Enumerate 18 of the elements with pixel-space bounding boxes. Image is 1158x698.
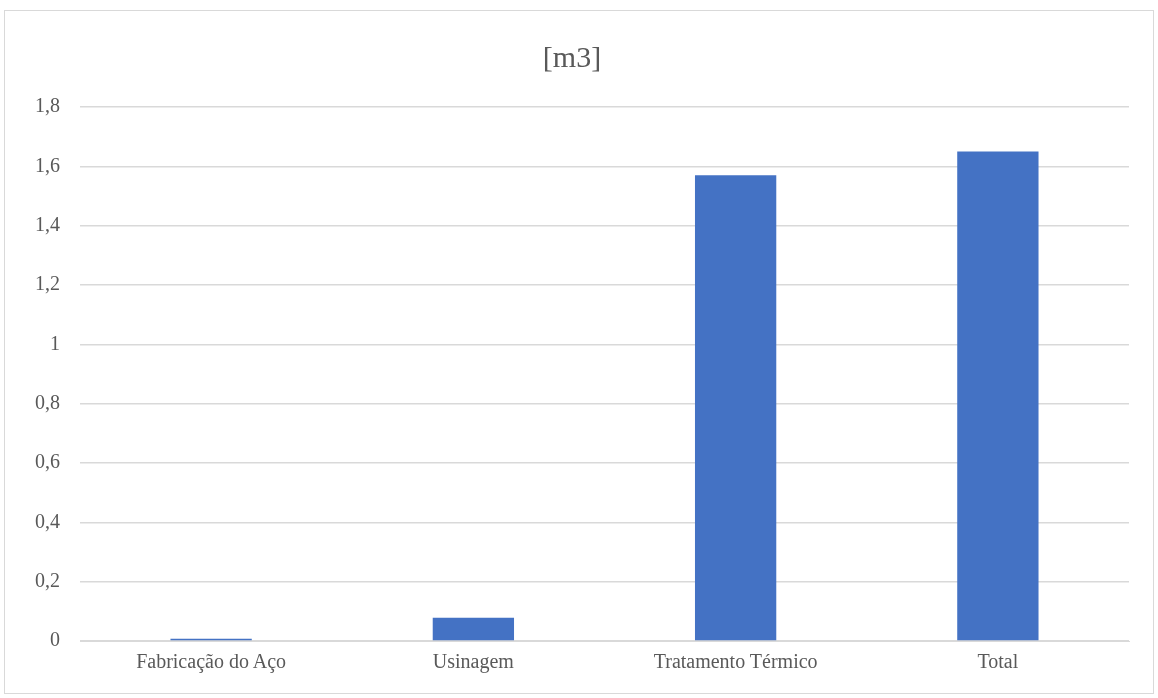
y-tick-label: 1,4 [35, 212, 60, 235]
chart-title: [m3] [542, 39, 602, 73]
y-tick-label: 0,4 [35, 509, 60, 532]
x-tick-label: Fabricação do Aço [136, 650, 287, 674]
y-tick-label: 0 [50, 628, 60, 651]
y-tick-label: 0,6 [35, 450, 60, 473]
bar [694, 175, 777, 641]
x-tick-label: Tratamento Térmico [653, 650, 818, 673]
bar [432, 617, 515, 641]
y-tick-label: 1,2 [35, 272, 60, 295]
y-tick-label: 1,6 [35, 153, 60, 176]
y-tick-label: 0,8 [35, 390, 60, 413]
y-tick-label: 0,2 [35, 568, 60, 591]
x-tick-label: Usinagem [432, 650, 515, 674]
bar [957, 151, 1039, 641]
y-tick-label: 1,8 [35, 94, 60, 117]
y-tick-label: 1 [50, 331, 60, 354]
x-tick-label: Total [977, 650, 1019, 673]
